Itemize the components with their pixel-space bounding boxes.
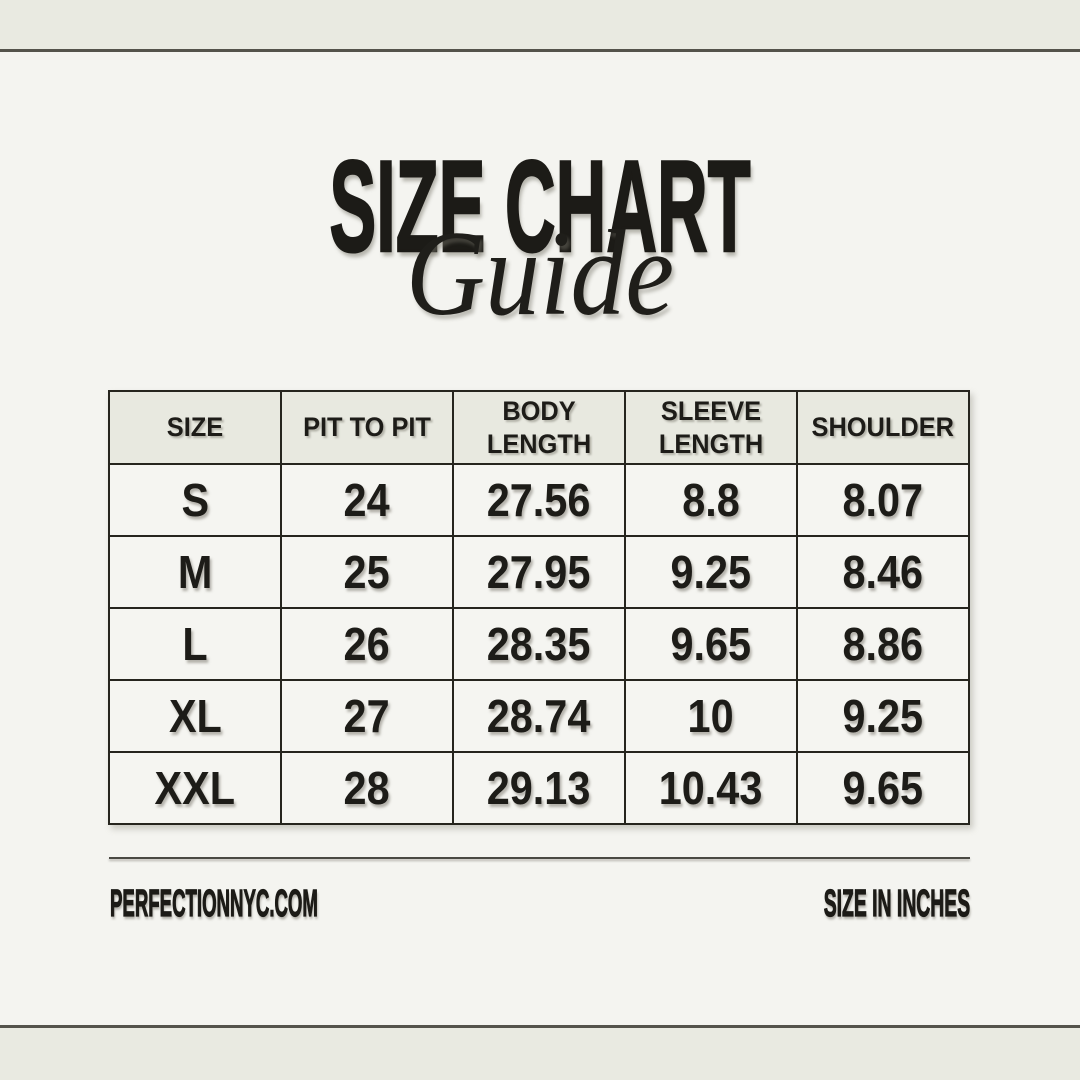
value-cell: 25 (280, 535, 454, 609)
value-cell: 24 (280, 463, 454, 537)
column-header-shoulder: SHOULDER (796, 390, 970, 465)
size-cell: XL (108, 679, 282, 753)
cell-value: 8.46 (842, 546, 924, 598)
value-cell: 27 (280, 679, 454, 753)
title-script-guide: Guide (405, 206, 675, 341)
table-row-l: L 26 28.35 9.65 8.86 (108, 607, 970, 681)
cell-value: 27.95 (487, 546, 591, 598)
cell-value: 27 (343, 690, 391, 742)
header-label: PIT TO PIT (303, 412, 431, 443)
header-label: BODY LENGTH (486, 395, 592, 459)
cell-value: 8.07 (842, 474, 924, 526)
size-cell: XXL (108, 751, 282, 825)
column-header-size: SIZE (108, 390, 282, 465)
value-cell: 26 (280, 607, 454, 681)
header-label: SLEEVE LENGTH (658, 395, 764, 459)
header-row: SIZE PIT TO PIT BODY LENGTH SLEEVE LENGT… (108, 390, 970, 465)
value-cell: 9.65 (796, 751, 970, 825)
cell-value: 9.25 (842, 690, 924, 742)
cell-value: 28 (343, 762, 391, 814)
cell-value: M (177, 546, 213, 598)
value-cell: 10.43 (624, 751, 798, 825)
page-title: SIZE CHART (329, 133, 752, 279)
cell-value: XL (168, 690, 222, 742)
value-cell: 8.86 (796, 607, 970, 681)
column-header-body-length: BODY LENGTH (452, 390, 626, 465)
cell-value: 28.74 (487, 690, 591, 742)
value-cell: 27.95 (452, 535, 626, 609)
cell-value: XXL (154, 762, 236, 814)
value-cell: 8.07 (796, 463, 970, 537)
footer-divider (109, 857, 970, 859)
size-table-header: SIZE PIT TO PIT BODY LENGTH SLEEVE LENGT… (108, 390, 970, 465)
cell-value: 10.43 (659, 762, 763, 814)
value-cell: 9.65 (624, 607, 798, 681)
size-table-body: S 24 27.56 8.8 8.07 M 25 27.95 9.25 8.46… (108, 463, 970, 825)
cell-value: L (182, 618, 208, 670)
value-cell: 29.13 (452, 751, 626, 825)
cell-value: 9.65 (842, 762, 924, 814)
cell-value: 9.25 (670, 546, 752, 598)
value-cell: 8.46 (796, 535, 970, 609)
cell-value: 10 (687, 690, 735, 742)
table-row-xl: XL 27 28.74 10 9.25 (108, 679, 970, 753)
table-row-xxl: XXL 28 29.13 10.43 9.65 (108, 751, 970, 825)
value-cell: 9.25 (624, 535, 798, 609)
table-row-m: M 25 27.95 9.25 8.46 (108, 535, 970, 609)
cell-value: 9.65 (670, 618, 752, 670)
value-cell: 9.25 (796, 679, 970, 753)
cell-value: 26 (343, 618, 391, 670)
size-cell: M (108, 535, 282, 609)
value-cell: 8.8 (624, 463, 798, 537)
cell-value: 28.35 (487, 618, 591, 670)
value-cell: 28.35 (452, 607, 626, 681)
bottom-band (0, 1025, 1080, 1080)
column-header-sleeve-length: SLEEVE LENGTH (624, 390, 798, 465)
value-cell: 10 (624, 679, 798, 753)
cell-value: 8.8 (682, 474, 740, 526)
cell-value: S (181, 474, 209, 526)
top-band (0, 0, 1080, 52)
table-row-s: S 24 27.56 8.8 8.07 (108, 463, 970, 537)
column-header-pit-to-pit: PIT TO PIT (280, 390, 454, 465)
cell-value: 25 (343, 546, 391, 598)
header-label: SHOULDER (811, 412, 955, 443)
size-table: SIZE PIT TO PIT BODY LENGTH SLEEVE LENGT… (108, 390, 970, 825)
units-note: SIZE IN INCHES (823, 883, 970, 925)
value-cell: 28.74 (452, 679, 626, 753)
cell-value: 24 (343, 474, 391, 526)
cell-value: 27.56 (487, 474, 591, 526)
value-cell: 28 (280, 751, 454, 825)
size-cell: S (108, 463, 282, 537)
cell-value: 29.13 (487, 762, 591, 814)
header-label: SIZE (166, 412, 224, 443)
website-text: PERFECTIONNYC.COM (110, 883, 319, 925)
size-cell: L (108, 607, 282, 681)
value-cell: 27.56 (452, 463, 626, 537)
cell-value: 8.86 (842, 618, 924, 670)
